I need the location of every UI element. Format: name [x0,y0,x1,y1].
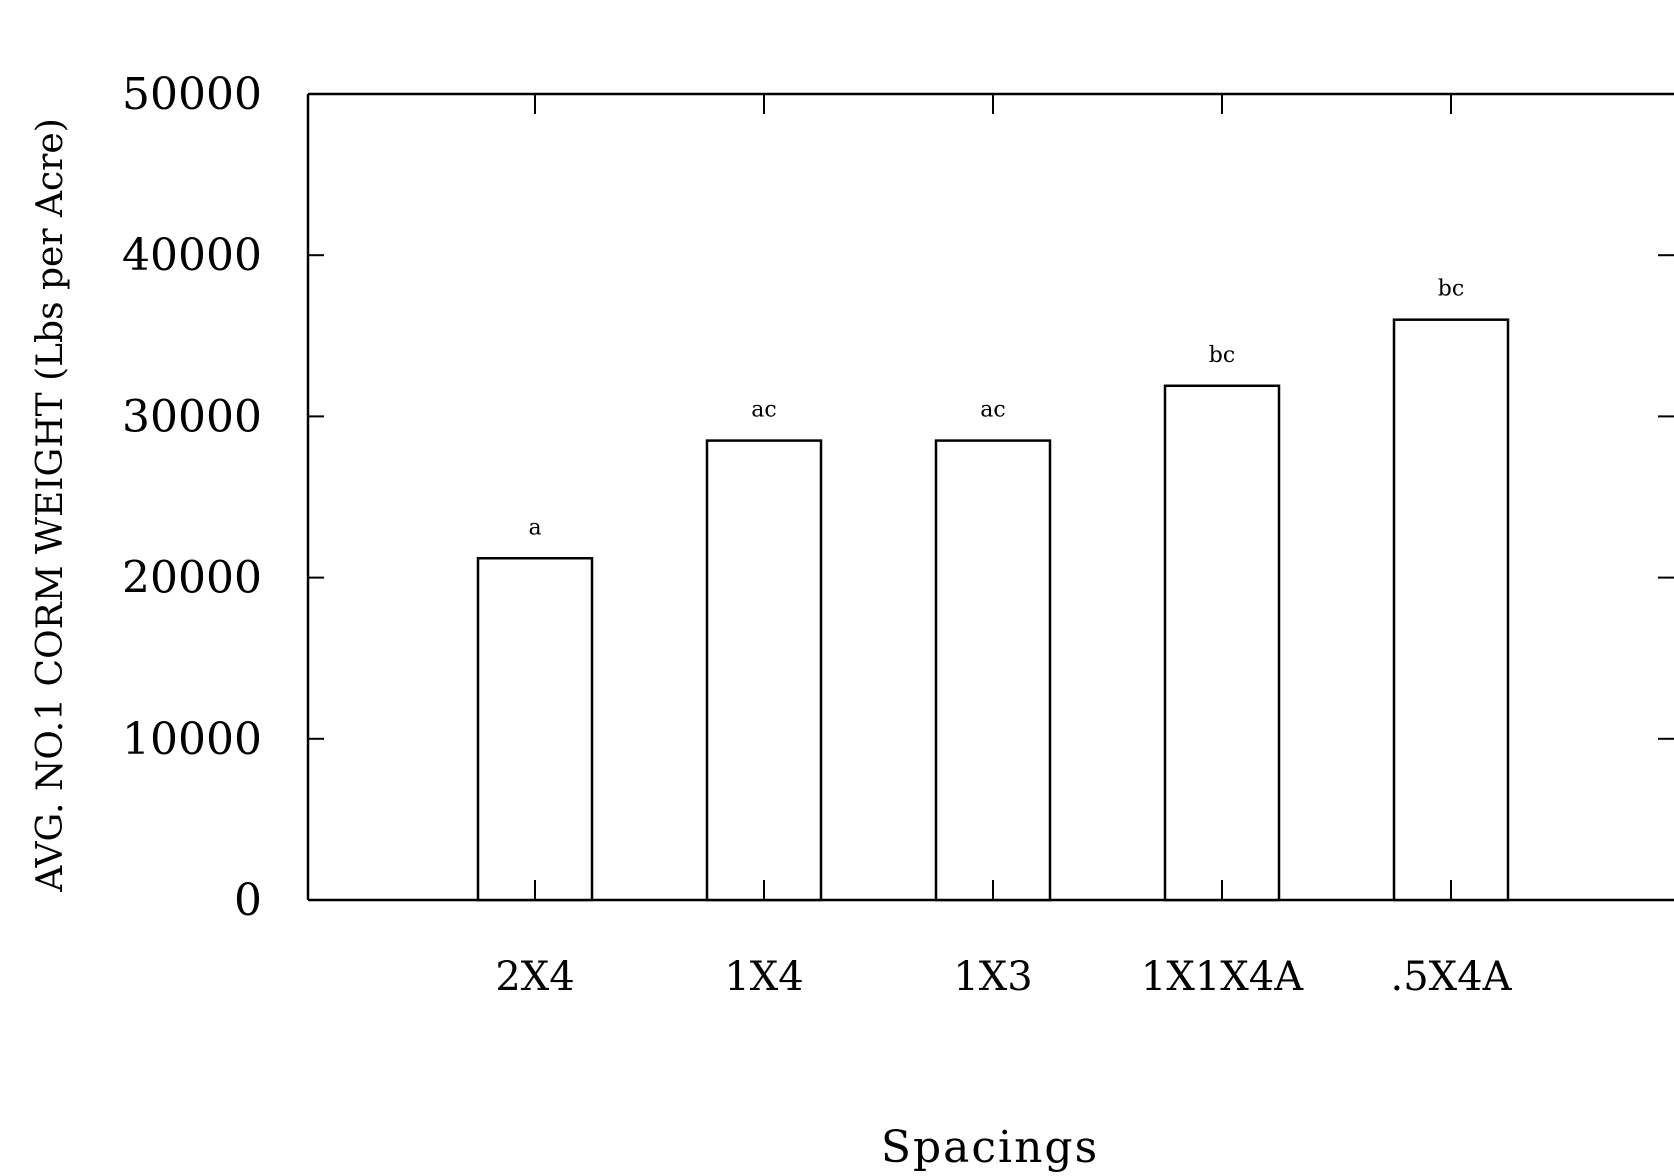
bar [705,439,823,902]
x-tick-label: 2X4 [495,954,574,1000]
y-axis-title: AVG. NO.1 CORM WEIGHT (Lbs per Acre) [30,118,71,892]
y-tick-label: 50000 [122,69,262,120]
y-axis: 0 10000 20000 30000 40000 50000 [122,69,1674,926]
x-tick-label: .5X4A [1391,954,1513,1000]
x-tick-label: 1X4 [724,954,803,1000]
bar [934,439,1052,902]
significance-label: bc [1209,343,1235,368]
y-tick-label: 20000 [122,553,262,604]
x-axis-title: Spacings [881,1122,1099,1173]
significance-label: ac [751,398,776,423]
x-axis: 2X4 1X4 1X3 1X1X4A .5X4A [495,94,1513,1000]
bar [476,557,594,902]
significance-label: ac [980,398,1005,423]
y-tick-label: 10000 [122,714,262,765]
x-tick-label: 1X3 [953,954,1032,1000]
bar [1392,318,1510,902]
y-tick-label: 30000 [122,391,262,442]
x-tick-label: 1X1X4A [1141,954,1304,1000]
significance-label: a [528,515,541,540]
significance-label: bc [1438,277,1464,302]
bars: a ac ac bc bc [476,277,1510,902]
y-tick-label: 40000 [122,230,262,281]
bar [1163,384,1281,902]
y-tick-label: 0 [234,875,262,926]
